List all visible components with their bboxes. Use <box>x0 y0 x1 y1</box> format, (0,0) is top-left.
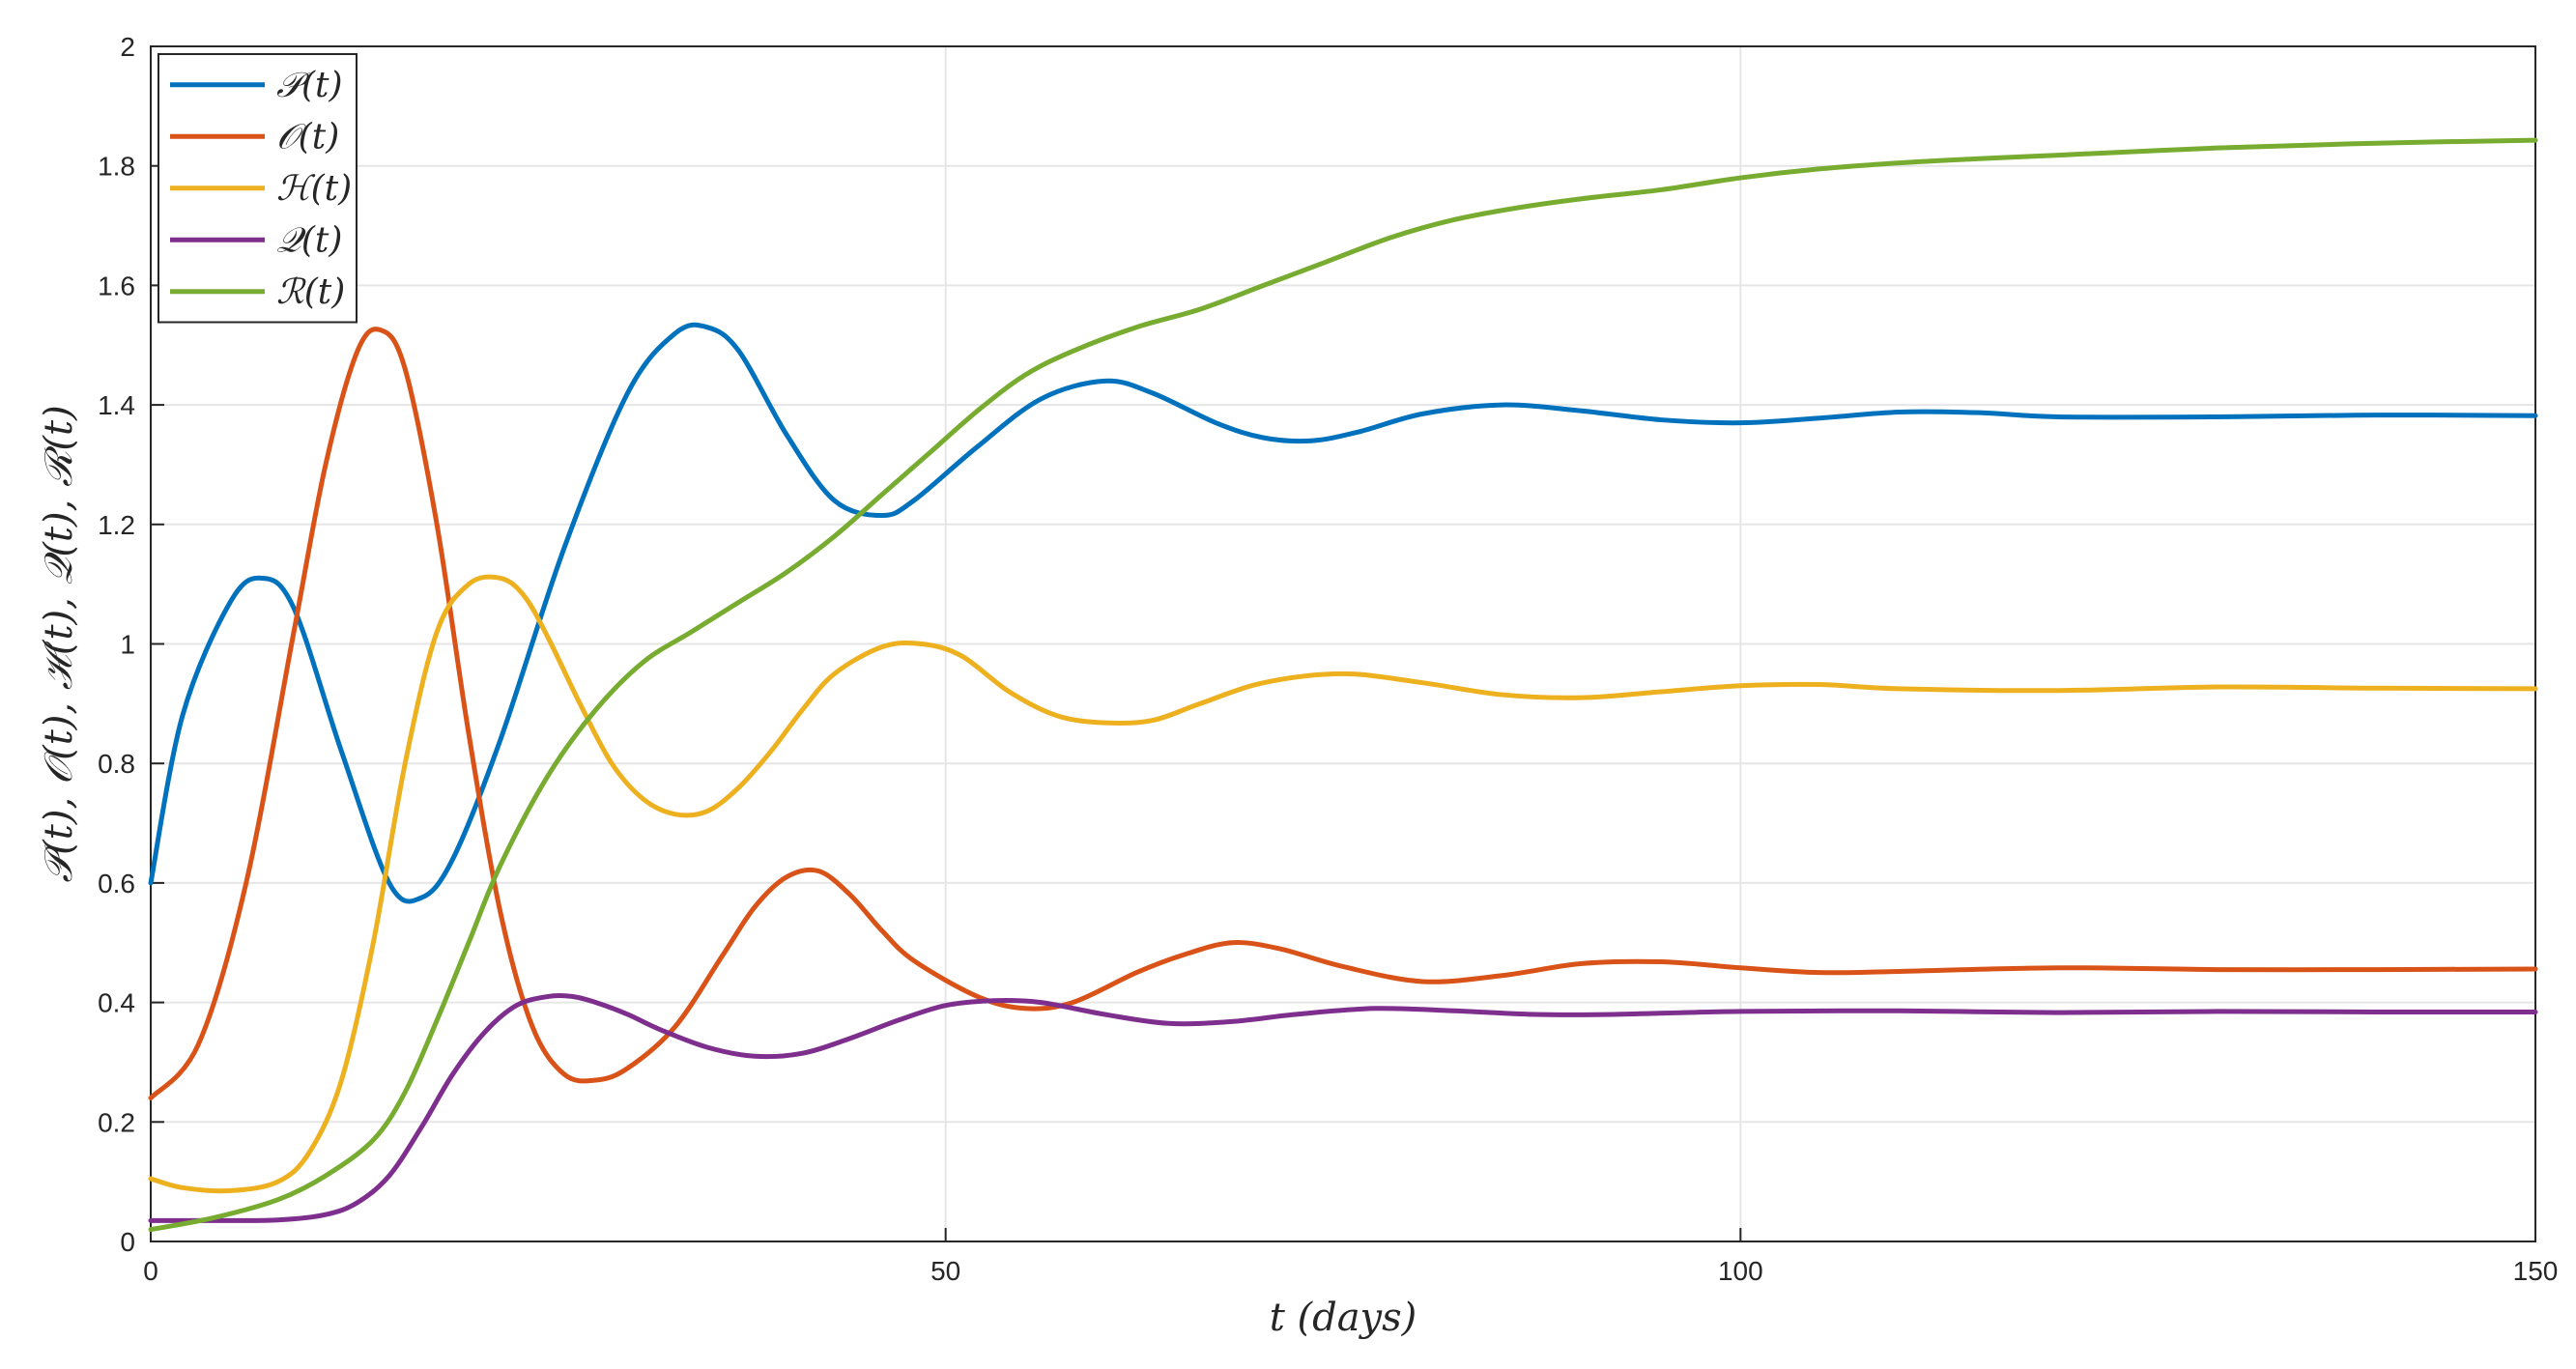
y-tick-label: 1.6 <box>98 271 135 300</box>
series-line-4 <box>148 992 2538 1223</box>
axis-ticks: 0 50 100 150 0 0.2 0.4 0.6 0.8 1 1.2 1.4 1.6 1.8 2 <box>98 32 2558 1286</box>
y-tick-label: 1 <box>120 630 135 660</box>
legend: 𝒫(t) 𝒪(t) ℋ(t) 𝒬(t) ℛ(t) <box>157 53 358 324</box>
y-tick-label: 0.2 <box>98 1107 135 1137</box>
series-line-1 <box>148 322 2538 904</box>
series-line-5 <box>148 137 2538 1233</box>
legend-entry: 𝒬(t) <box>276 220 342 260</box>
x-axis-label: t (days) <box>1270 1296 1417 1340</box>
legend-entry: ℛ(t) <box>276 272 345 312</box>
x-tick-label: 50 <box>930 1256 960 1286</box>
legend-entry: ℋ(t) <box>276 169 352 209</box>
grid <box>151 46 2535 1241</box>
y-axis-label: 𝒫(t), 𝒪(t), ℋ(t), 𝒬(t), ℛ(t) <box>37 405 81 882</box>
y-tick-label: 0.8 <box>98 749 135 779</box>
series-lines <box>148 137 2538 1233</box>
x-tick-label: 0 <box>143 1256 158 1286</box>
y-tick-label: 1.8 <box>98 152 135 182</box>
y-tick-label: 0.6 <box>98 869 135 898</box>
y-tick-label: 0 <box>120 1227 135 1257</box>
series-line-2 <box>148 327 2538 1101</box>
y-tick-label: 0.4 <box>98 988 135 1018</box>
series-line-3 <box>148 574 2538 1194</box>
legend-entry: 𝒪(t) <box>276 117 339 157</box>
y-tick-label: 1.2 <box>98 510 135 540</box>
legend-entry: 𝒫(t) <box>276 66 343 105</box>
x-tick-label: 100 <box>1718 1256 1763 1286</box>
x-tick-label: 150 <box>2513 1256 2559 1286</box>
y-tick-label: 1.4 <box>98 390 135 420</box>
y-tick-label: 2 <box>120 32 135 62</box>
